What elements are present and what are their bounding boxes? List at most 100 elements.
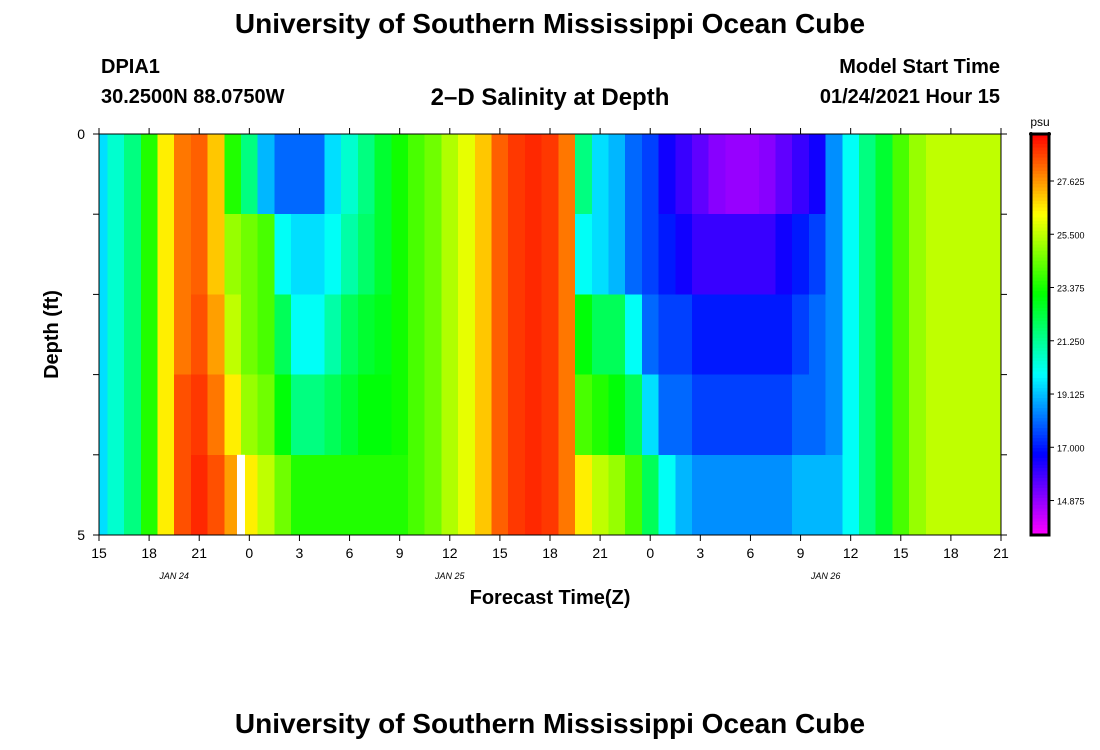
heatmap-cell xyxy=(441,214,459,295)
heatmap-cell xyxy=(291,454,309,536)
heatmap-cell xyxy=(859,294,877,376)
heatmap-cell xyxy=(892,214,910,295)
colorbar-segment xyxy=(1031,504,1049,509)
heatmap-cell xyxy=(207,214,225,295)
colorbar-segment xyxy=(1031,371,1049,376)
heatmap-cell xyxy=(758,454,777,536)
colorbar-segment xyxy=(1031,277,1049,282)
date-label: JAN 25 xyxy=(434,571,466,581)
colorbar-segment xyxy=(1031,157,1049,162)
heatmap-cell xyxy=(174,134,192,155)
x-axis-title: Forecast Time(Z) xyxy=(470,587,631,609)
heatmap-cell xyxy=(808,454,827,536)
colorbar-tick-label: 25.500 xyxy=(1057,230,1085,240)
heatmap-cell xyxy=(491,294,509,376)
heatmap-cell xyxy=(575,294,593,376)
heatmap-cell xyxy=(842,294,860,376)
colorbar-segment xyxy=(1031,291,1049,295)
colorbar-tick-label: 21.250 xyxy=(1057,337,1085,347)
colorbar-segment xyxy=(1031,394,1049,399)
heatmap-cell xyxy=(107,454,125,536)
heatmap-cell xyxy=(975,454,994,536)
heatmap-cell xyxy=(307,214,326,295)
heatmap-cell xyxy=(240,294,259,376)
colorbar-segment xyxy=(1031,281,1049,285)
heatmap-cell xyxy=(808,374,827,456)
heatmap-cell xyxy=(975,154,994,215)
heatmap-cell xyxy=(408,294,426,376)
heatmap-cell xyxy=(257,374,275,456)
colorbar-tick-label: 27.625 xyxy=(1057,177,1085,187)
heatmap-cell xyxy=(474,454,493,536)
heatmap-cell xyxy=(909,374,927,456)
heatmap-cell xyxy=(307,454,326,536)
heatmap-cell xyxy=(575,134,593,155)
model-start-label: Model Start Time xyxy=(839,56,1000,78)
colorbar-segment xyxy=(1031,341,1049,346)
heatmap-cell xyxy=(107,154,125,215)
colorbar-segment xyxy=(1031,260,1049,265)
colorbar-segment xyxy=(1031,147,1049,152)
heatmap-cell xyxy=(541,454,559,536)
x-tick-label: 9 xyxy=(396,545,404,561)
heatmap-cell xyxy=(558,294,576,376)
heatmap-cell xyxy=(775,214,793,295)
colorbar-segment xyxy=(1031,274,1049,279)
heatmap-cell xyxy=(291,214,309,295)
colorbar-segment xyxy=(1031,434,1049,439)
heatmap-cell xyxy=(558,134,576,155)
colorbar-segment xyxy=(1031,364,1049,369)
colorbar-segment xyxy=(1031,331,1049,336)
heatmap-cell xyxy=(274,294,292,376)
x-tick-label: 9 xyxy=(797,545,805,561)
heatmap-cell xyxy=(107,374,125,456)
colorbar-segment xyxy=(1031,408,1049,412)
footer-title: University of Southern Mississippi Ocean… xyxy=(234,708,866,739)
heatmap-cell xyxy=(641,374,660,456)
heatmap-cell xyxy=(742,154,760,215)
heatmap-cell xyxy=(641,454,660,536)
heatmap-cell xyxy=(408,214,426,295)
heatmap-cell xyxy=(959,454,977,536)
colorbar-segment xyxy=(1031,174,1049,179)
heatmap-cell xyxy=(274,454,292,536)
colorbar-segment xyxy=(1031,314,1049,319)
colorbar-segment xyxy=(1031,344,1049,349)
heatmap-cell xyxy=(742,294,760,376)
colorbar-segment xyxy=(1031,204,1049,209)
colorbar-segment xyxy=(1031,498,1049,503)
heatmap-cell xyxy=(341,294,359,376)
colorbar-segment xyxy=(1031,518,1049,523)
heatmap-cell xyxy=(925,134,944,155)
heatmap-cell xyxy=(391,134,409,155)
colorbar-segment xyxy=(1031,454,1049,459)
heatmap-cell xyxy=(257,294,275,376)
heatmap-cell xyxy=(658,374,676,456)
x-tick-label: 18 xyxy=(943,545,959,561)
heatmap-cell xyxy=(341,214,359,295)
heatmap-cell xyxy=(992,294,1002,376)
heatmap-cell xyxy=(291,294,309,376)
colorbar-segment xyxy=(1031,214,1049,219)
colorbar-segment xyxy=(1031,391,1049,396)
heatmap-cell xyxy=(307,294,326,376)
colorbar-segment xyxy=(1031,197,1049,202)
heatmap-cell xyxy=(742,454,760,536)
heatmap-cell xyxy=(190,294,209,376)
heatmap-cell xyxy=(324,214,342,295)
heatmap-cell xyxy=(608,374,626,456)
heatmap-cell xyxy=(591,214,610,295)
colorbar-segment xyxy=(1031,307,1049,312)
heatmap-cell xyxy=(808,214,827,295)
heatmap-cell xyxy=(341,154,359,215)
colorbar-segment xyxy=(1031,461,1049,466)
heatmap-cell xyxy=(99,454,108,536)
heatmap-cell xyxy=(625,154,643,215)
heatmap-cell xyxy=(658,294,676,376)
heatmap-cell xyxy=(725,134,743,155)
heatmap-cell xyxy=(124,294,142,376)
heatmap-cell xyxy=(491,454,509,536)
colorbar-segment xyxy=(1031,377,1049,382)
x-tick-label: 0 xyxy=(245,545,253,561)
y-axis-title: Depth (ft) xyxy=(41,290,63,379)
